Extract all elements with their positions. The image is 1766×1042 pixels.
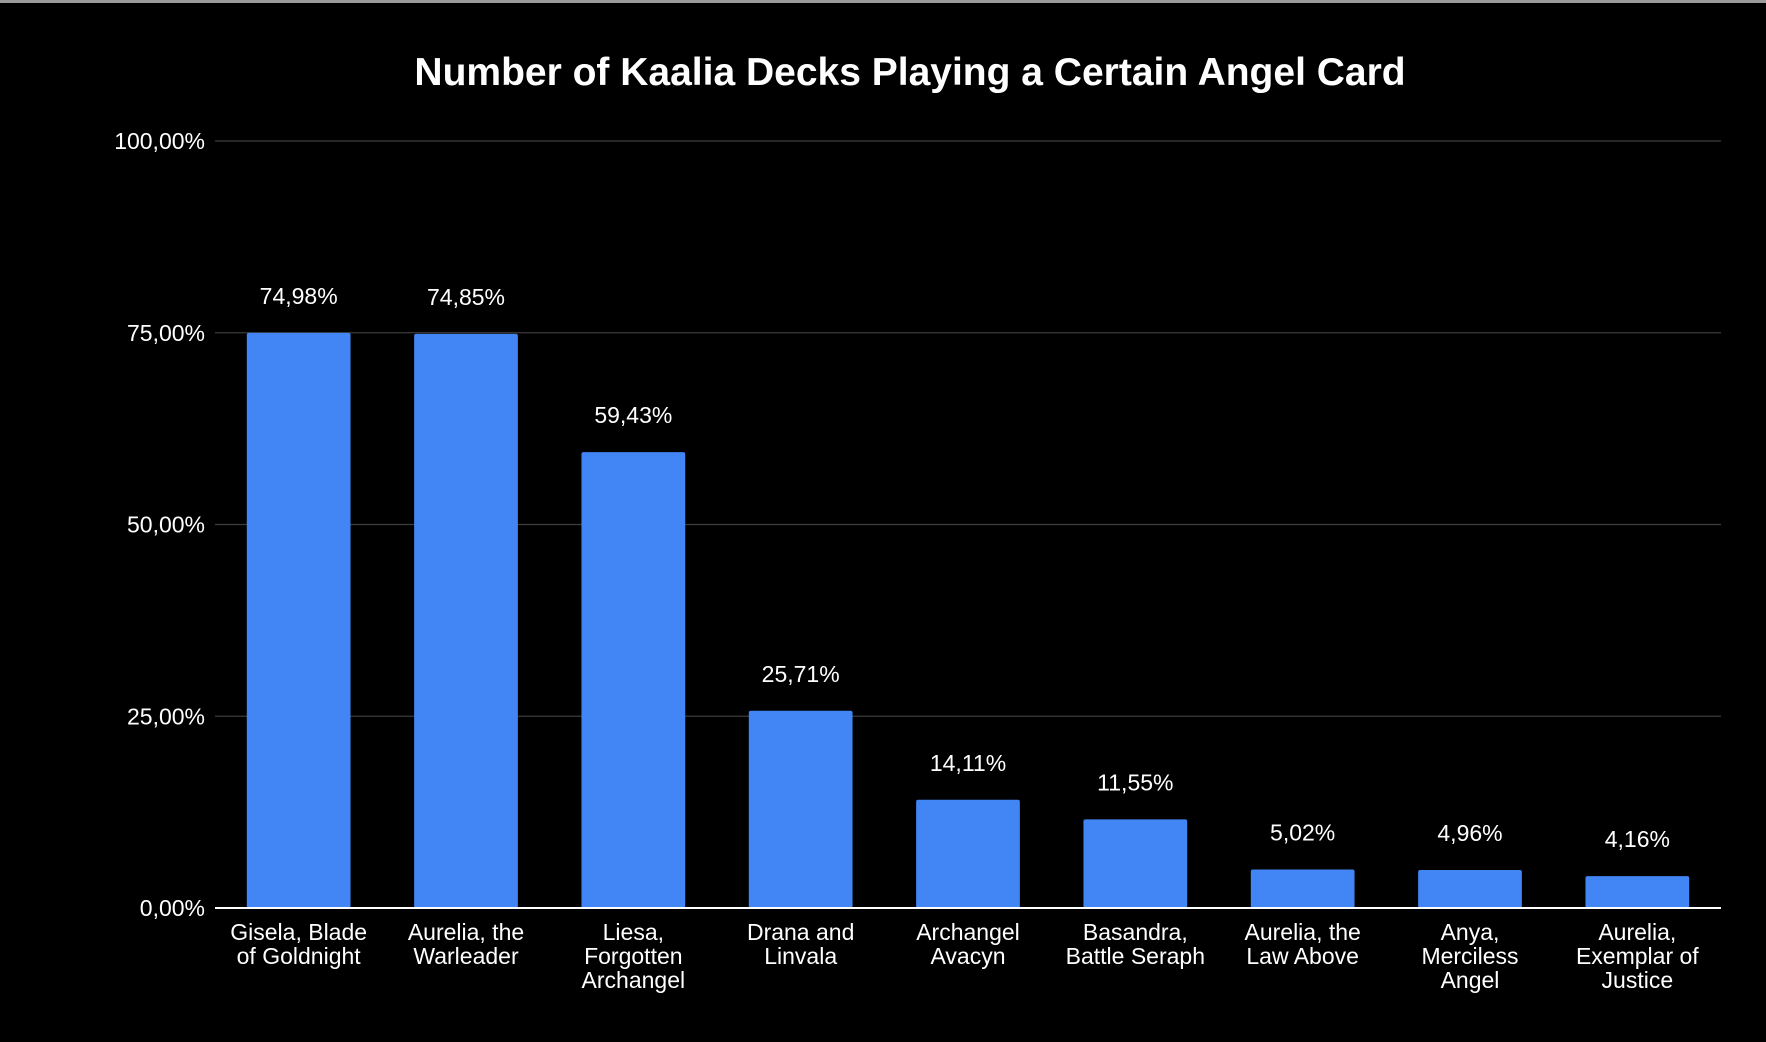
data-label: 14,11%	[930, 750, 1006, 776]
x-category-label: Gisela, Blade of Goldnight	[230, 919, 367, 969]
data-label: 11,55%	[1097, 769, 1173, 795]
x-category-label: Archangel Avacyn	[916, 919, 1020, 969]
x-category-label: Basandra, Battle Seraph	[1066, 919, 1205, 969]
y-tick-label: 50,00%	[127, 512, 205, 538]
bar	[1083, 819, 1188, 908]
bar	[1585, 876, 1690, 908]
y-tick-label: 25,00%	[127, 703, 205, 729]
y-tick-label: 75,00%	[127, 320, 205, 346]
x-category-label: Drana and Linvala	[747, 919, 854, 969]
data-label: 59,43%	[594, 402, 672, 428]
data-label: 74,98%	[260, 283, 338, 309]
chart-title: Number of Kaalia Decks Playing a Certain…	[414, 51, 1405, 94]
x-category-label: Aurelia, Exemplar of Justice	[1576, 919, 1699, 993]
x-axis-labels: Gisela, Blade of Goldnight Aurelia, the War…	[230, 919, 1699, 993]
x-category-label: Anya, Merciless Angel	[1421, 919, 1518, 993]
bar	[1250, 869, 1355, 908]
x-category-label: Aurelia, the Law Above	[1244, 919, 1360, 969]
y-tick-label: 100,00%	[114, 128, 205, 154]
bar	[414, 333, 518, 908]
bar	[1418, 869, 1522, 908]
data-label: 4,96%	[1437, 820, 1502, 846]
data-label: 5,02%	[1270, 819, 1335, 845]
y-tick-label: 0,00%	[140, 895, 205, 921]
y-axis-ticks: 0,00% 25,00% 50,00% 75,00% 100,00%	[114, 128, 205, 921]
x-category-label: Liesa, Forgotten Archangel	[582, 919, 686, 993]
data-labels: 74,98% 74,85% 59,43% 25,71% 14,11% 11,55% 5,02…	[260, 283, 1670, 852]
x-category-label: Aurelia, the Warleader	[408, 919, 524, 969]
bars	[246, 332, 1690, 908]
data-label: 74,85%	[427, 284, 505, 310]
data-label: 4,16%	[1605, 826, 1670, 852]
bar	[916, 799, 1020, 908]
bar	[581, 452, 686, 908]
window-top-border	[0, 0, 1766, 3]
bar	[748, 710, 853, 908]
bar	[246, 332, 351, 908]
data-label: 25,71%	[762, 661, 840, 687]
